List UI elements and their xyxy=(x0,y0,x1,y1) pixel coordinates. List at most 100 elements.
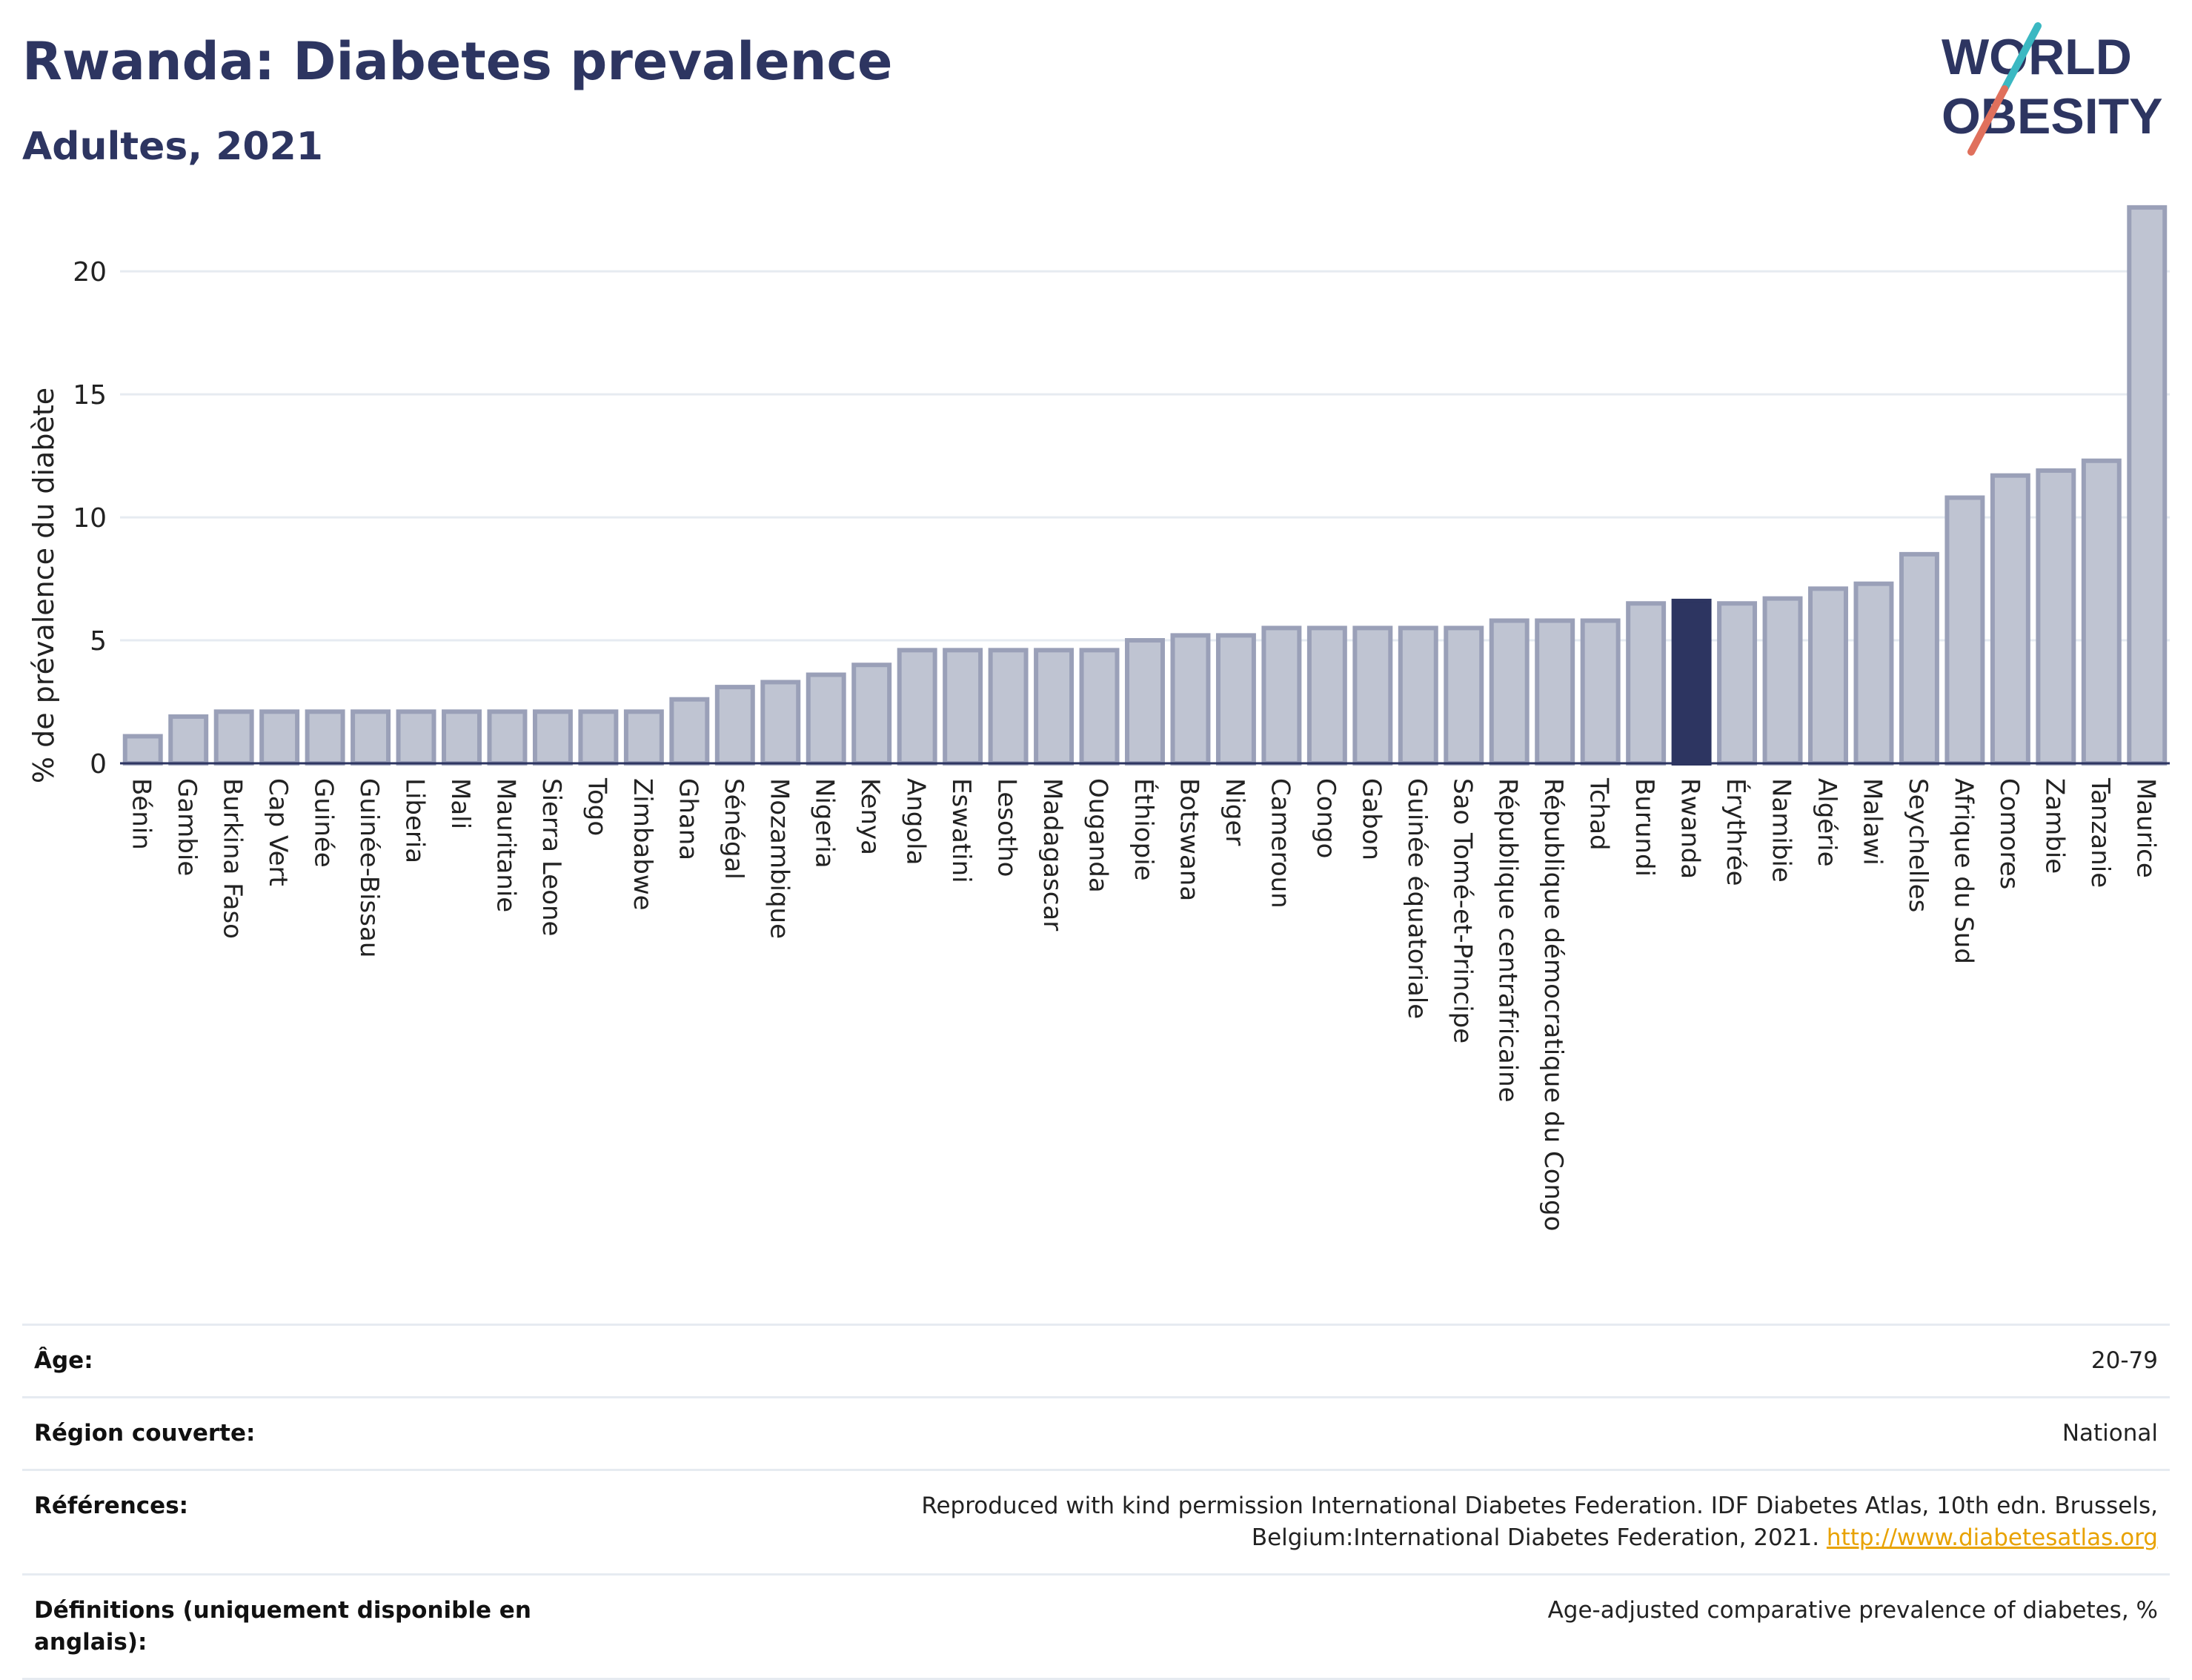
bar-zimbabwe[interactable] xyxy=(623,709,664,766)
logo-slash-coral xyxy=(1967,85,2008,156)
x-tick-label: Éthiopie xyxy=(1129,778,1159,881)
x-tick-label: Érythrée xyxy=(1721,778,1751,886)
bar-s-n-gal[interactable] xyxy=(714,685,755,766)
x-tick-label: Burundi xyxy=(1630,778,1659,877)
bar-eswatini[interactable] xyxy=(943,648,983,766)
meta-row-definitions: Définitions (uniquement disponible en an… xyxy=(22,1573,2170,1680)
bar-nigeria[interactable] xyxy=(806,672,846,766)
x-tick-label: Bénin xyxy=(127,778,156,850)
logo-slash-teal xyxy=(2001,22,2042,93)
bar--thiopie[interactable] xyxy=(1125,638,1165,766)
x-tick-label: Sierra Leone xyxy=(537,778,566,936)
x-tick-label: Botswana xyxy=(1174,778,1203,901)
x-tick-label: Guinée xyxy=(309,778,339,868)
y-tick-label: 20 xyxy=(73,257,107,288)
x-tick-label: Cameroun xyxy=(1265,778,1295,909)
bar-burundi[interactable] xyxy=(1626,601,1667,766)
x-tick-label: Comores xyxy=(1994,778,2024,889)
bar-sierra-leone[interactable] xyxy=(532,709,573,766)
bar-gabon[interactable] xyxy=(1352,625,1393,766)
x-tick-label: Tchad xyxy=(1584,777,1614,851)
chart-title: Rwanda: Diabetes prevalence xyxy=(22,31,893,92)
x-tick-label: Algérie xyxy=(1812,778,1841,867)
bar-madagascar[interactable] xyxy=(1034,648,1075,766)
x-tick-label: Liberia xyxy=(400,778,430,863)
meta-value: National xyxy=(2062,1420,2158,1447)
x-tick-label: Nigeria xyxy=(810,778,840,869)
bar-gambie[interactable] xyxy=(168,714,209,766)
bar-sao-tom-et-principe[interactable] xyxy=(1444,625,1484,766)
metadata-table: Âge: 20-79 Région couverte: National Réf… xyxy=(22,1324,2170,1680)
bar-mauritanie[interactable] xyxy=(487,709,528,766)
y-tick-labels: 0 5 10 15 20 xyxy=(73,257,107,780)
bar-congo[interactable] xyxy=(1306,625,1347,766)
bar-botswana[interactable] xyxy=(1170,633,1211,766)
bar-r-publique-d-mocratique-du-congo[interactable] xyxy=(1535,618,1575,766)
x-tick-label: Mozambique xyxy=(764,778,794,939)
bar-guin-e[interactable] xyxy=(305,709,345,766)
bar-angola[interactable] xyxy=(897,648,937,766)
meta-value-references: Reproduced with kind permission Internat… xyxy=(676,1490,2158,1554)
bar-togo[interactable] xyxy=(578,709,619,766)
x-tick-label: Afrique du Sud xyxy=(1948,778,1978,964)
bar-r-publique-centrafricaine[interactable] xyxy=(1489,618,1530,766)
x-tick-label: Sénégal xyxy=(719,778,748,880)
bar-rwanda[interactable] xyxy=(1671,598,1712,766)
bar-burkina-faso[interactable] xyxy=(213,709,254,766)
x-tick-label: Angola xyxy=(901,778,931,865)
x-tick-label: Gabon xyxy=(1356,778,1386,860)
x-tick-label: Sao Tomé-et-Principe xyxy=(1447,778,1477,1043)
bar-comores[interactable] xyxy=(1990,473,2030,766)
meta-label: Région couverte: xyxy=(34,1420,256,1447)
x-tick-label: Ghana xyxy=(673,778,703,860)
meta-value: Age-adjusted comparative prevalence of d… xyxy=(1547,1597,2158,1624)
x-tick-label: République centrafricaine xyxy=(1493,778,1523,1103)
bar-zambie[interactable] xyxy=(2036,468,2076,766)
bar-ghana[interactable] xyxy=(669,697,710,766)
bars xyxy=(122,205,2168,766)
meta-label: Âge: xyxy=(34,1347,93,1374)
x-tick-label: Lesotho xyxy=(992,778,1022,877)
x-tick-label: Togo xyxy=(582,777,611,836)
meta-value: 20-79 xyxy=(2090,1347,2158,1374)
bar-mali[interactable] xyxy=(442,709,482,766)
x-tick-label: Kenya xyxy=(855,778,885,855)
meta-label: Références: xyxy=(34,1493,189,1519)
bar-cameroun[interactable] xyxy=(1261,625,1302,766)
bar-niger[interactable] xyxy=(1215,633,1256,766)
bar-tanzanie[interactable] xyxy=(2081,458,2122,766)
y-tick-label: 0 xyxy=(90,749,107,780)
bar-mozambique[interactable] xyxy=(760,680,801,766)
bar-ouganda[interactable] xyxy=(1079,648,1120,766)
bar-lesotho[interactable] xyxy=(988,648,1029,766)
meta-row-references: Références: Reproduced with kind permiss… xyxy=(22,1469,2170,1573)
x-tick-label: Rwanda xyxy=(1675,778,1705,879)
bar-seychelles[interactable] xyxy=(1899,551,1939,766)
bar-cap-vert[interactable] xyxy=(259,709,300,766)
bar-namibie[interactable] xyxy=(1762,596,1803,766)
bar-guin-e-quatoriale[interactable] xyxy=(1398,625,1438,766)
bar-guin-e-bissau[interactable] xyxy=(351,709,391,766)
bar-tchad[interactable] xyxy=(1580,618,1621,766)
references-link[interactable]: http://www.diabetesatlas.org xyxy=(1826,1524,2158,1551)
x-tick-label: Eswatini xyxy=(946,778,976,883)
x-tick-label: Cap Vert xyxy=(263,778,293,886)
x-tick-label: Namibie xyxy=(1767,778,1796,883)
x-tick-label: Malawi xyxy=(1857,778,1887,866)
x-tick-label: Maurice xyxy=(2130,778,2160,878)
x-tick-label: Guinée équatoriale xyxy=(1402,778,1432,1019)
logo-line1: WORLD xyxy=(1942,29,2132,85)
x-tick-label: Niger xyxy=(1220,778,1249,846)
bar--rythr-e[interactable] xyxy=(1717,601,1758,766)
bar-maurice[interactable] xyxy=(2127,205,2168,766)
x-tick-labels: Bénin Gambie Burkina Faso Cap Vert Guinée Gui… xyxy=(127,777,2161,1231)
bar-liberia[interactable] xyxy=(396,709,436,766)
x-tick-label: Mauritanie xyxy=(491,778,520,912)
bar-chart: 0 5 10 15 20 Bénin Gambie Burkina Faso Cap Vert… xyxy=(27,205,2170,1231)
bar-kenya[interactable] xyxy=(851,663,892,766)
bar-afrique-du-sud[interactable] xyxy=(1944,495,1985,766)
bar-malawi[interactable] xyxy=(1853,581,1894,766)
bar-b-nin[interactable] xyxy=(122,734,163,766)
bar-alg-rie[interactable] xyxy=(1808,586,1848,766)
x-tick-label: Guinée-Bissau xyxy=(354,778,384,957)
